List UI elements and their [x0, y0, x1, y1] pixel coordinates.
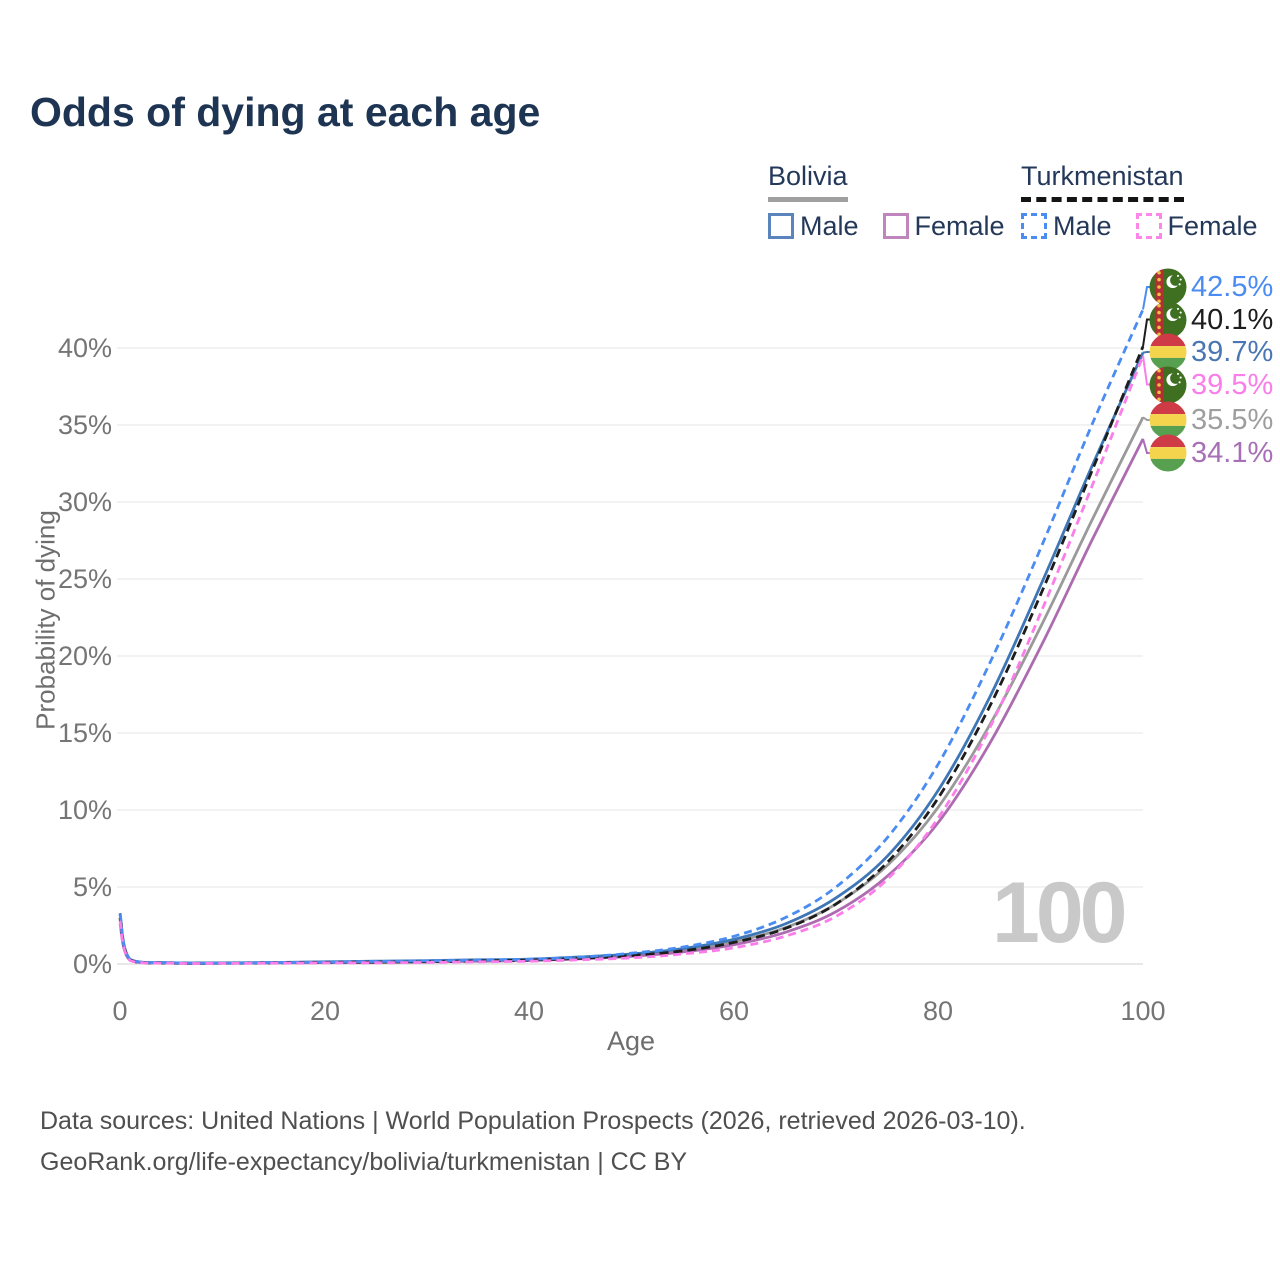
legend-country-label-turkmenistan[interactable]: Turkmenistan [1021, 161, 1184, 202]
legend-items: Male Female [1021, 211, 1258, 242]
series-end-label-bolivia-male: 39.7% [1149, 333, 1273, 371]
end-value: 35.5% [1191, 403, 1274, 436]
line-turkmenistan-both[interactable] [118, 345, 1145, 965]
end-value: 39.5% [1191, 368, 1274, 401]
legend-swatch-icon [882, 213, 909, 240]
legend-group-turkmenistan: Turkmenistan Male Female [1021, 161, 1258, 242]
legend-item-label: Male [1053, 210, 1112, 241]
end-value: 42.5% [1191, 270, 1274, 303]
line-turkmenistan-male[interactable] [118, 308, 1145, 965]
end-value: 39.7% [1191, 335, 1274, 368]
legend-items: Male Female [768, 211, 1005, 242]
y-tick-35: 35% [57, 410, 112, 440]
y-tick-15: 15% [57, 718, 112, 748]
x-tick-100: 100 [1120, 996, 1166, 1026]
bolivia-flag-icon [1149, 434, 1187, 472]
y-axis-title: Probability of dying [30, 510, 61, 730]
y-tick-40: 40% [57, 333, 112, 363]
turkmenistan-flag-icon [1149, 301, 1187, 339]
x-tick-60: 60 [718, 996, 750, 1026]
turkmenistan-flag-icon [1149, 268, 1187, 306]
x-tick-80: 80 [922, 996, 954, 1026]
end-value: 34.1% [1191, 436, 1274, 469]
legend-group-bolivia: Bolivia Male Female [768, 161, 1005, 242]
legend-item-label: Male [800, 210, 859, 241]
legend-country-label-bolivia[interactable]: Bolivia [768, 161, 848, 202]
legend-item-bolivia-female[interactable]: Female [882, 210, 1005, 242]
bolivia-flag-icon [1149, 333, 1187, 371]
page-title: Odds of dying at each age [30, 89, 541, 135]
y-tick-0: 0% [72, 949, 112, 979]
y-tick-20: 20% [57, 641, 112, 671]
series-end-label-bolivia-female: 34.1% [1149, 434, 1273, 472]
end-value: 40.1% [1191, 303, 1274, 336]
bolivia-flag-icon [1149, 401, 1187, 439]
series-end-label-turkmenistan-female: 39.5% [1149, 366, 1273, 404]
line-turkmenistan-female[interactable] [118, 355, 1145, 965]
line-bolivia-female[interactable] [118, 438, 1145, 965]
age-watermark: 100 [992, 865, 1127, 961]
footer-attribution: GeoRank.org/life-expectancy/bolivia/turk… [40, 1148, 688, 1176]
turkmenistan-flag-icon [1149, 366, 1187, 404]
series-end-label-bolivia-both: 35.5% [1149, 401, 1273, 439]
legend-item-bolivia-male[interactable]: Male [768, 211, 859, 242]
y-tick-30: 30% [57, 487, 112, 517]
series-end-label-turkmenistan-both: 40.1% [1149, 301, 1273, 339]
legend-item-label: Female [914, 210, 1005, 241]
y-tick-25: 25% [57, 564, 112, 594]
series-end-label-turkmenistan-male: 42.5% [1149, 268, 1273, 306]
legend-swatch-icon [1021, 213, 1047, 240]
x-tick-20: 20 [309, 996, 341, 1026]
legend-item-turkmenistan-female[interactable]: Female [1135, 210, 1258, 242]
legend-swatch-icon [1135, 213, 1162, 240]
line-bolivia-male[interactable] [118, 352, 1145, 965]
legend-item-label: Female [1167, 210, 1258, 241]
legend-swatch-icon [768, 213, 794, 240]
footer-data-sources: Data sources: United Nations | World Pop… [40, 1107, 1026, 1135]
x-tick-40: 40 [513, 996, 545, 1026]
x-tick-0: 0 [112, 996, 128, 1026]
x-axis-title: Age [606, 1026, 656, 1056]
y-tick-5: 5% [72, 872, 112, 902]
y-tick-10: 10% [57, 795, 112, 825]
legend-item-turkmenistan-male[interactable]: Male [1021, 211, 1112, 242]
line-bolivia-both[interactable] [118, 416, 1145, 965]
